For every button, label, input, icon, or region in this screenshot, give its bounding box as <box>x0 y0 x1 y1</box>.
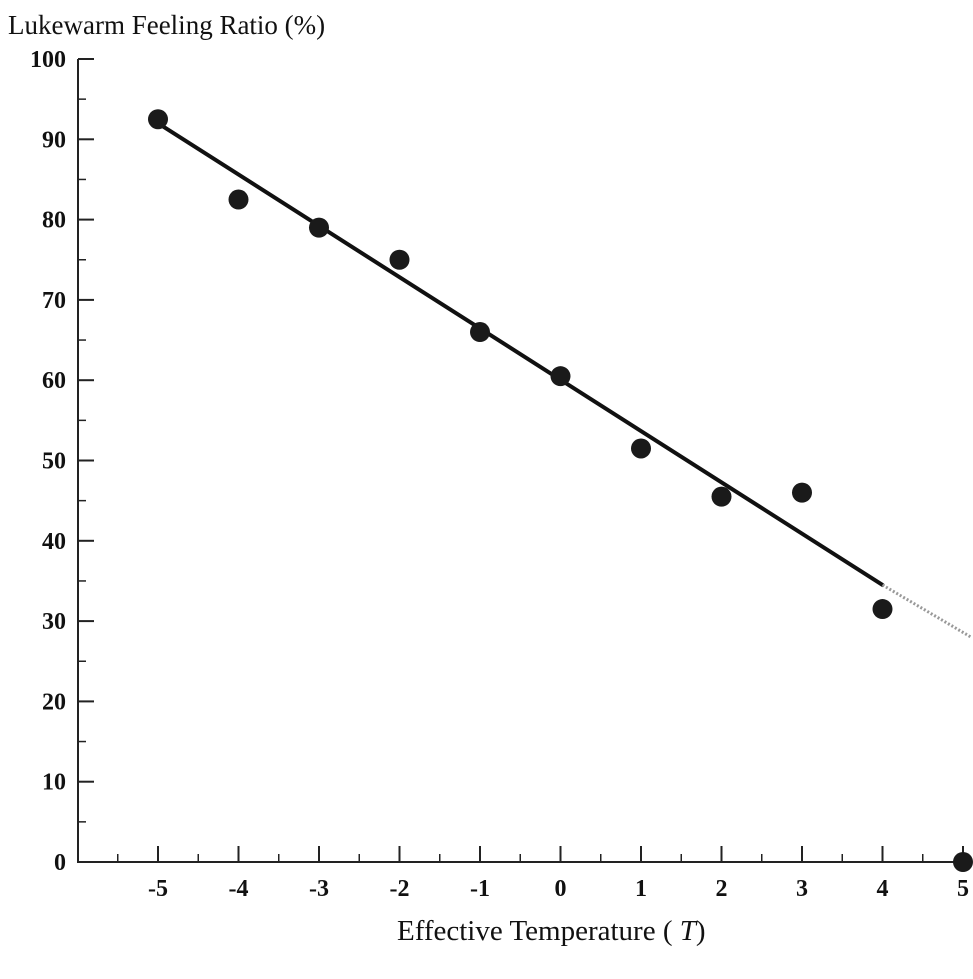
y-tick-label: 60 <box>42 368 66 394</box>
x-tick-label: -3 <box>309 876 329 902</box>
data-point-7 <box>711 486 732 507</box>
data-point-6 <box>631 438 651 459</box>
x-tick-label: -2 <box>390 876 410 902</box>
x-axis-label: Effective Temperature ( T) <box>397 915 706 948</box>
y-tick-label: 30 <box>42 609 66 635</box>
data-points <box>148 109 973 872</box>
axes <box>77 59 965 863</box>
data-point-3 <box>389 249 410 270</box>
data-point-4 <box>470 322 490 343</box>
data-point-10 <box>953 852 973 872</box>
y-tick-label: 70 <box>42 288 66 314</box>
y-tick-label: 80 <box>42 208 66 234</box>
x-tick-label: -5 <box>148 876 168 902</box>
x-axis-label-prefix: Effective Temperature ( <box>397 915 680 947</box>
y-tick-label: 100 <box>30 47 66 73</box>
x-axis-label-variable: T <box>679 915 696 947</box>
x-tick-label: 3 <box>796 876 808 902</box>
y-tick-label: 40 <box>42 529 66 555</box>
x-tick-label: -4 <box>229 876 249 902</box>
data-point-1 <box>228 189 249 210</box>
data-point-5 <box>550 366 571 387</box>
y-tick-label: 50 <box>42 449 66 475</box>
fit-line-extension <box>881 583 972 639</box>
data-point-0 <box>148 109 168 130</box>
x-axis-label-suffix: ) <box>695 915 706 947</box>
y-tick-label: 20 <box>42 689 66 715</box>
y-tick-label: 10 <box>42 770 66 796</box>
data-point-2 <box>309 217 329 238</box>
y-tick-label: 0 <box>54 850 66 876</box>
x-tick-label: -1 <box>470 876 490 902</box>
data-point-9 <box>872 599 893 620</box>
ticks: 0 10 20 30 40 50 60 70 80 90 100 -5 -4 -3 -2 -1 0 1 2 3 4 5 <box>30 47 969 902</box>
data-point-8 <box>792 482 812 503</box>
y-axis-label: Lukewarm Feeling Ratio (%) <box>8 10 326 40</box>
x-tick-label: 0 <box>555 876 567 902</box>
fit-line <box>156 121 885 587</box>
y-tick-label: 90 <box>42 127 66 153</box>
x-tick-label: 4 <box>877 876 889 902</box>
fit-lines <box>156 121 972 639</box>
x-tick-label: 2 <box>716 876 728 902</box>
x-tick-label: 1 <box>635 876 647 902</box>
x-tick-label: 5 <box>957 876 969 902</box>
